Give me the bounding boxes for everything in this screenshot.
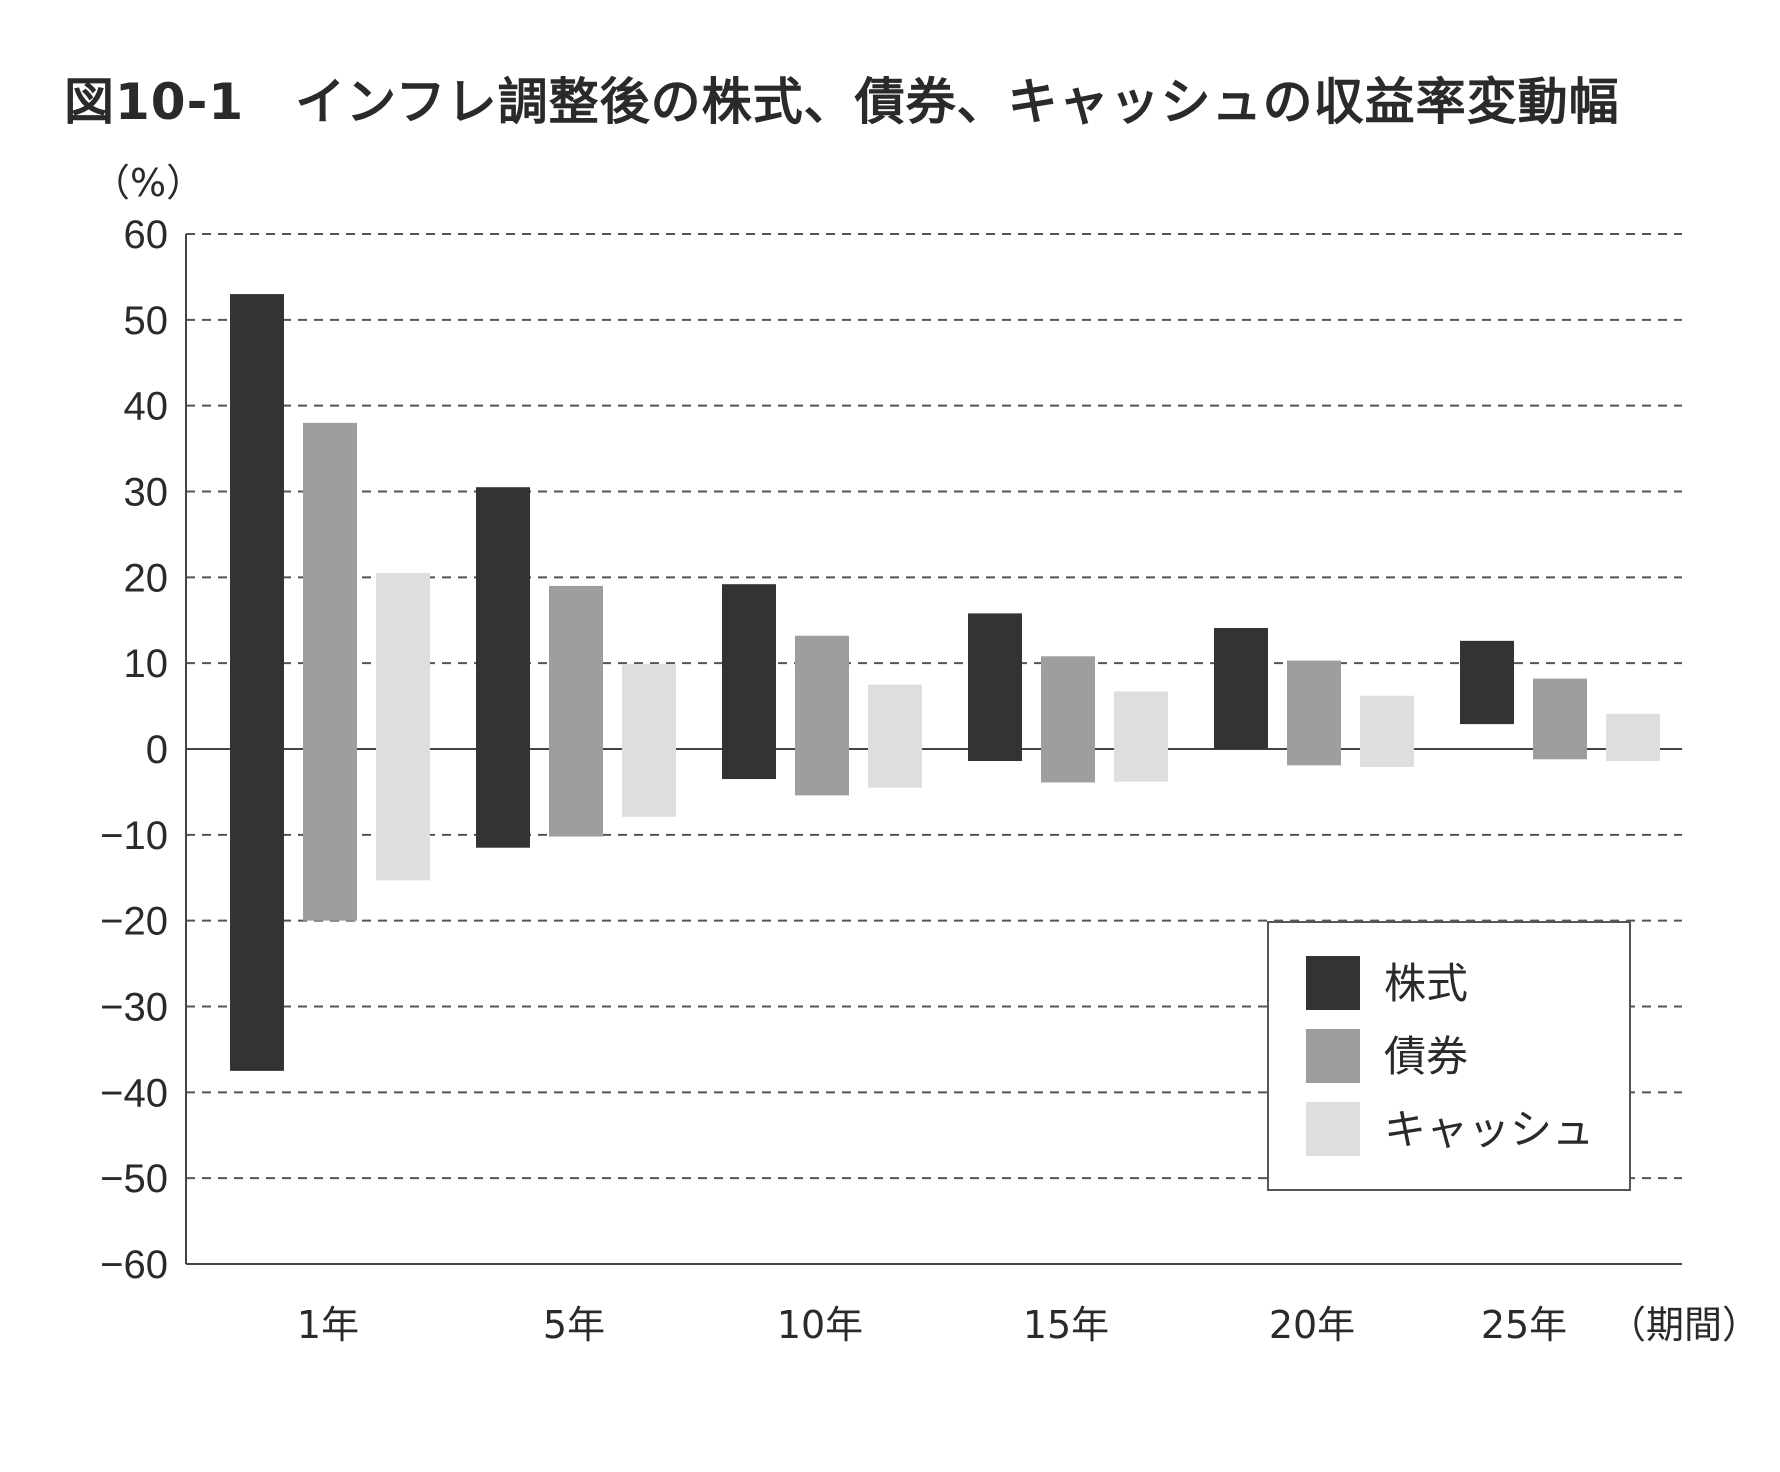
x-category-label: 5年 xyxy=(543,1303,605,1347)
y-tick-labels: 60 50 40 30 20 10 0 −10 −20 −30 −40 −50 −60 xyxy=(100,213,168,1287)
y-axis-unit-label: （%） xyxy=(92,161,204,205)
bar-0-5 xyxy=(1460,640,1514,725)
y-tick-label: 40 xyxy=(124,385,169,429)
y-tick-label: 50 xyxy=(124,299,169,343)
bar-1-3 xyxy=(1041,656,1095,783)
bar-2-5 xyxy=(1606,713,1660,762)
y-tick-label: 10 xyxy=(124,642,169,686)
y-tick-label: −10 xyxy=(100,814,168,858)
bar-0-3 xyxy=(968,613,1022,762)
bar-1-4 xyxy=(1287,660,1341,766)
legend-label: 株式 xyxy=(1384,959,1468,1008)
bar-0-0 xyxy=(230,294,284,1071)
y-tick-label: −40 xyxy=(100,1071,168,1115)
x-category-labels: 1年 5年 10年 15年 20年 25年 xyxy=(297,1303,1567,1347)
grid-lines xyxy=(186,233,1682,1180)
y-tick-label: 30 xyxy=(124,471,169,515)
axes xyxy=(185,234,1682,1265)
legend-label: キャッシュ xyxy=(1384,1105,1594,1154)
bar-1-0 xyxy=(303,422,357,921)
bar-0-4 xyxy=(1214,627,1268,749)
x-category-label: 10年 xyxy=(777,1303,863,1347)
legend-swatch xyxy=(1306,1029,1360,1083)
x-category-label: 15年 xyxy=(1023,1303,1109,1347)
y-tick-label: −30 xyxy=(100,986,168,1030)
x-category-label: 1年 xyxy=(297,1303,359,1347)
y-tick-label: −50 xyxy=(100,1157,168,1201)
bar-0-1 xyxy=(476,487,530,848)
chart-title: 図10-1 インフレ調整後の株式、債券、キャッシュの収益率変動幅 xyxy=(64,73,1620,131)
bars xyxy=(230,294,1660,1071)
y-tick-label: 0 xyxy=(146,728,168,772)
bar-2-2 xyxy=(868,684,922,788)
bar-0-2 xyxy=(722,584,776,780)
x-category-label: 20年 xyxy=(1269,1303,1355,1347)
x-category-label: 25年 xyxy=(1481,1303,1567,1347)
x-axis-period-label: （期間） xyxy=(1608,1303,1760,1347)
y-tick-label: −20 xyxy=(100,900,168,944)
bar-2-0 xyxy=(376,573,430,881)
bar-1-5 xyxy=(1533,678,1587,760)
bar-2-1 xyxy=(622,664,676,817)
y-tick-label: 20 xyxy=(124,556,169,600)
legend-label: 債券 xyxy=(1384,1032,1468,1081)
y-tick-label: 60 xyxy=(124,213,169,257)
legend-swatch xyxy=(1306,1102,1360,1156)
bar-2-4 xyxy=(1360,695,1414,768)
bar-2-3 xyxy=(1114,691,1168,782)
y-tick-label: −60 xyxy=(100,1243,168,1287)
legend-swatch xyxy=(1306,956,1360,1010)
bar-1-1 xyxy=(549,585,603,837)
bar-1-2 xyxy=(795,635,849,796)
